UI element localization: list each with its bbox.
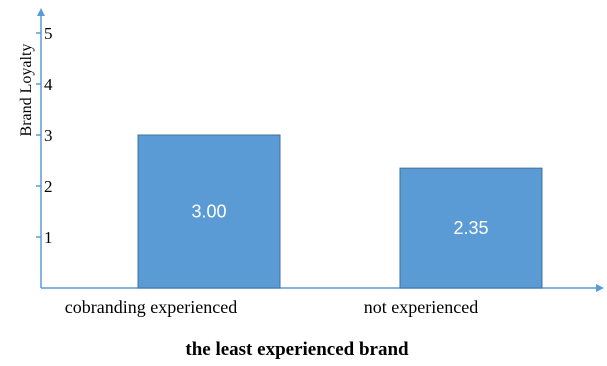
y-tick-label: 3 [44,126,53,145]
bars: 3.00 2.35 [137,134,543,289]
x-axis-arrow [596,284,604,292]
x-category-labels: cobranding experienced not experienced [65,297,478,317]
x-axis-label: the least experienced brand [185,339,409,360]
bar [137,134,281,289]
y-axis-label: Brand Loyalty [18,44,35,137]
y-tick-label: 4 [44,75,53,94]
y-tick-label: 5 [44,24,53,43]
bar-data-label: 2.35 [453,218,488,238]
bar-data-label: 3.00 [191,202,226,222]
bar [399,167,543,289]
y-tick-label: 1 [44,228,53,247]
y-tick-label: 2 [44,177,53,196]
y-ticks: 1 2 3 4 5 [36,24,53,247]
x-category-label: not experienced [364,297,478,317]
x-category-label: cobranding experienced [65,297,237,317]
y-axis-arrow [37,8,45,16]
